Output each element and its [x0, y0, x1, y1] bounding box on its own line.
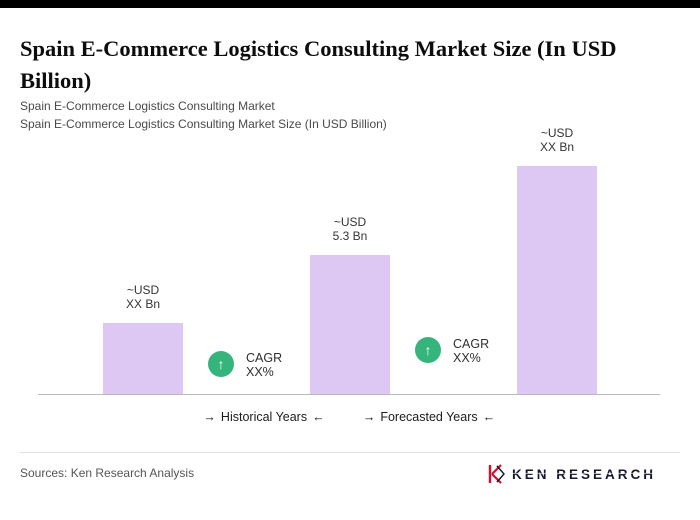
cagr-label: CAGR XX% [246, 351, 283, 379]
ken-research-logo-text: KEN RESEARCH [512, 467, 656, 482]
chart-baseline [38, 394, 660, 395]
right-arrow-icon: → [362, 410, 376, 424]
bar-value-label: ~USD XX Bn [125, 283, 161, 311]
bar-column-historical: ~USD XX Bn [103, 283, 183, 394]
bar-value-label: ~USD 5.3 Bn [332, 215, 368, 243]
cagr-badge-1: ↑ CAGR XX% [208, 351, 282, 379]
sources-text: Sources: Ken Research Analysis [20, 466, 195, 480]
ken-research-logo: KEN RESEARCH [488, 464, 656, 484]
footer-divider [20, 452, 680, 453]
chart-subtitle-1: Spain E-Commerce Logistics Consulting Ma… [20, 99, 275, 113]
right-arrow-icon: → [203, 410, 216, 424]
growth-arrow-icon: ↑ [208, 351, 234, 377]
axis-label-forecasted: Forecasted Years [380, 410, 478, 424]
chart-subtitle-2: Spain E-Commerce Logistics Consulting Ma… [20, 117, 387, 131]
ken-research-logo-mark [488, 464, 505, 484]
bar-current [310, 255, 390, 394]
axis-group-historical: → Historical Years ← [179, 410, 349, 424]
bar-forecast [517, 166, 597, 394]
axis-label-historical: Historical Years [220, 410, 308, 424]
bar-value-label: ~USD XX Bn [539, 126, 575, 154]
growth-arrow-icon: ↑ [415, 337, 441, 363]
axis-group-forecasted: → Forecasted Years ← [344, 410, 514, 424]
left-arrow-icon: ← [482, 410, 496, 424]
bar-column-forecast: ~USD XX Bn [517, 126, 597, 394]
top-black-bar [0, 0, 700, 8]
cagr-badge-2: ↑ CAGR XX% [415, 337, 489, 365]
bar-historical [103, 323, 183, 394]
left-arrow-icon: ← [312, 410, 325, 424]
cagr-label: CAGR XX% [453, 337, 490, 365]
bar-column-current: ~USD 5.3 Bn [310, 215, 390, 394]
page-title: Spain E-Commerce Logistics Consulting Ma… [20, 36, 617, 94]
